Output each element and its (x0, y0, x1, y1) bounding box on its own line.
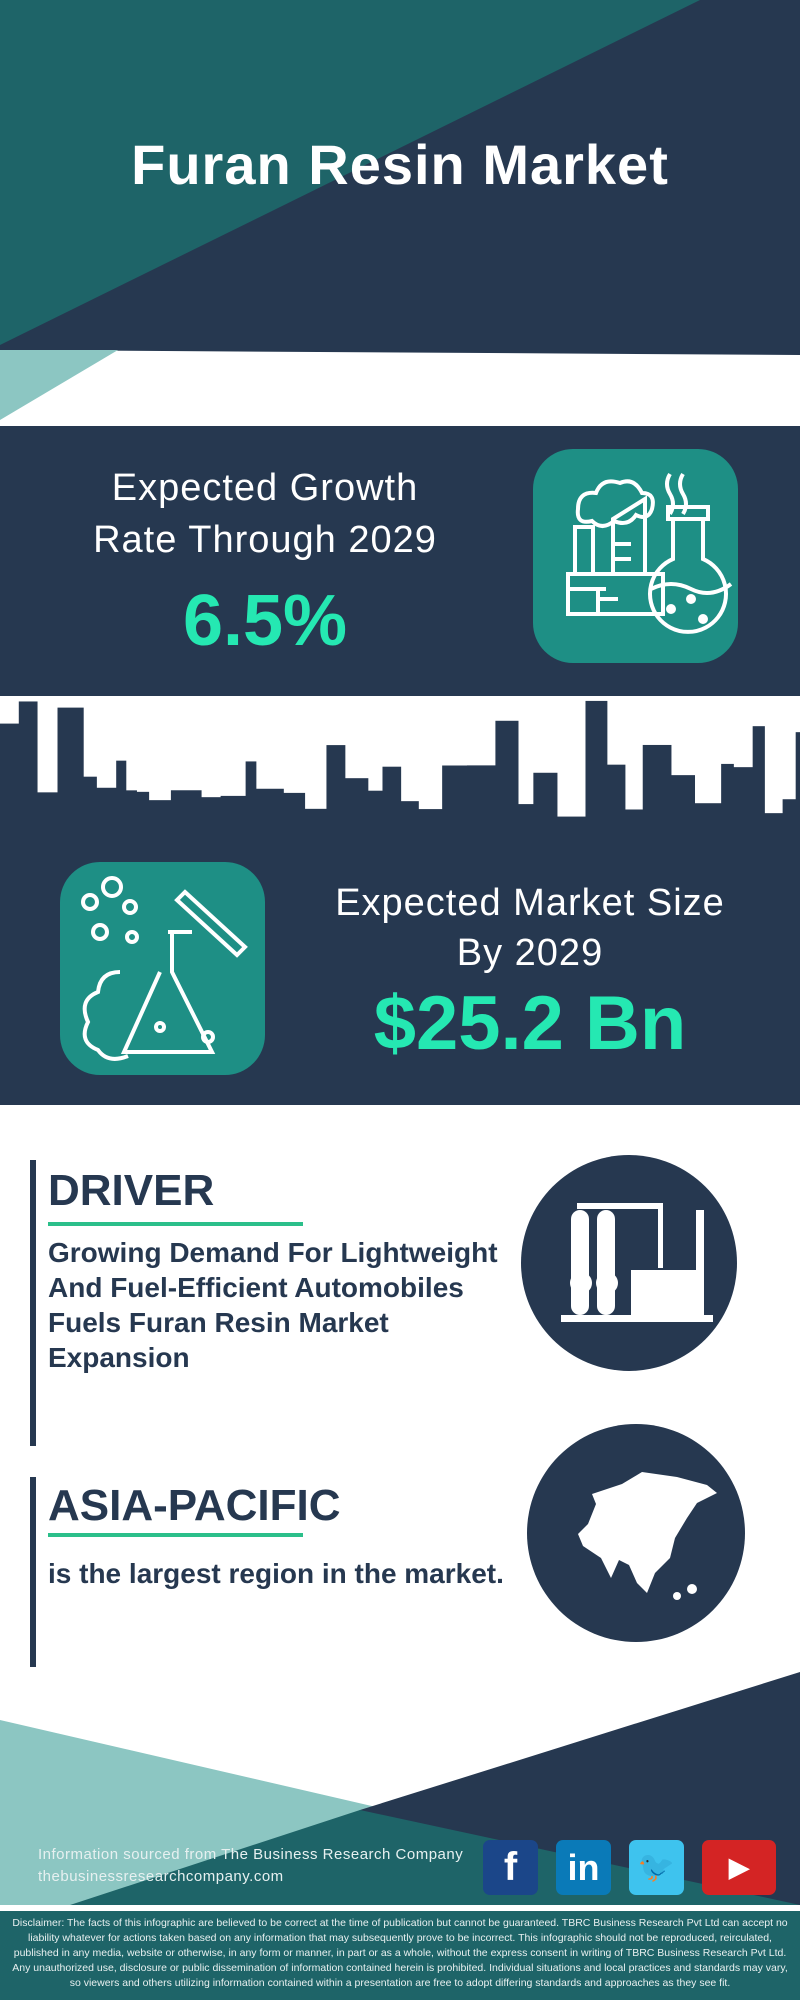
skyline-building (606, 764, 626, 842)
driver-text: Growing Demand For Lightweight And Fuel-… (48, 1237, 498, 1373)
growth-label-line2: Rate Through 2029 (93, 519, 437, 561)
skyline-building (344, 778, 369, 842)
skyline-building (400, 801, 419, 842)
skyline-building (467, 765, 497, 842)
city-skyline (0, 700, 800, 842)
skyline-building (624, 809, 644, 842)
skyline-building (282, 792, 306, 842)
market-size-label-line1: Expected Market Size (335, 882, 725, 924)
skyline-building (782, 799, 797, 842)
skyline-building (255, 788, 284, 842)
market-size-label-line2: By 2029 (456, 932, 604, 974)
skyline-building (367, 790, 384, 842)
skyline-building (556, 816, 587, 842)
growth-value: 6.5% (182, 581, 348, 661)
skyline-building (417, 809, 444, 842)
skyline-building (200, 797, 222, 842)
linkedin-icon[interactable]: in (556, 1840, 611, 1895)
disclaimer: Disclaimer: The facts of this infographi… (12, 1917, 788, 1989)
social-links: f in 🐦 ▶ (483, 1840, 776, 1895)
skyline-building (382, 766, 402, 842)
skyline-building (732, 767, 754, 842)
lab-flask-icon (60, 862, 265, 1075)
skyline-building (670, 775, 696, 842)
skyline-building (18, 701, 38, 842)
youtube-icon[interactable]: ▶ (702, 1840, 776, 1895)
skyline-building (148, 800, 172, 842)
skyline-building (495, 720, 519, 842)
skyline-building (36, 792, 59, 842)
skyline-building (694, 803, 723, 842)
skyline-building (517, 804, 535, 842)
factory-flask-icon (533, 449, 738, 663)
skyline-building (304, 808, 328, 842)
industrial-plant-icon (521, 1155, 737, 1371)
skyline-building (642, 744, 672, 842)
skyline-building (57, 707, 84, 842)
region-title: ASIA-PACIFIC (48, 1481, 341, 1530)
region-accent-bar (30, 1477, 36, 1667)
page-title: Furan Resin Market (131, 133, 669, 196)
website-link[interactable]: thebusinessresearchcompany.com (38, 1868, 284, 1885)
skyline-building (326, 745, 346, 842)
growth-label: Expected Growth Rate Through 2029 (40, 462, 490, 566)
driver-accent-bar (30, 1160, 36, 1446)
skyline-building (752, 726, 765, 842)
skyline-building (245, 761, 257, 842)
driver-title: DRIVER (48, 1166, 215, 1215)
region-underline (48, 1533, 303, 1537)
skyline-building (442, 765, 469, 842)
driver-underline (48, 1222, 303, 1226)
market-size-label: Expected Market Size By 2029 (300, 878, 760, 978)
skyline-building (763, 813, 784, 842)
source-text: Information sourced from The Business Re… (38, 1846, 464, 1863)
skyline-building (795, 732, 800, 842)
skyline-building (95, 787, 118, 842)
skyline-building (170, 790, 202, 842)
skyline-building (533, 772, 558, 842)
growth-label-line1: Expected Growth (111, 467, 419, 509)
region-text: is the largest region in the market. (48, 1558, 504, 1589)
skyline-building (220, 795, 247, 842)
market-size-value: $25.2 Bn (373, 981, 687, 1066)
skyline-building (585, 700, 608, 842)
twitter-icon[interactable]: 🐦 (629, 1840, 684, 1895)
skyline-building (135, 791, 150, 842)
asia-map-icon (527, 1424, 745, 1642)
skyline-building (116, 760, 127, 842)
skyline-building (82, 776, 97, 842)
skyline-building (125, 790, 137, 842)
skyline-building (721, 763, 734, 842)
skyline-building (0, 723, 20, 842)
facebook-icon[interactable]: f (483, 1840, 538, 1895)
